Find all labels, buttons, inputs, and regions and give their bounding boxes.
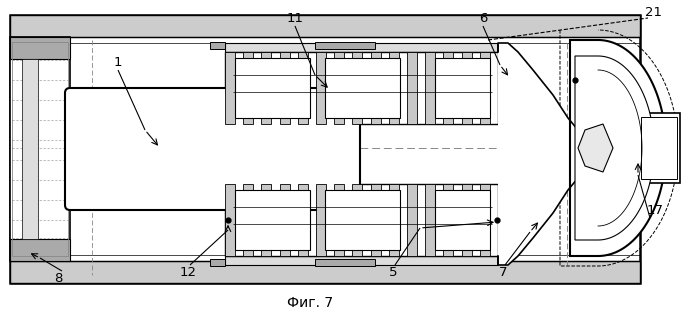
Bar — [10, 15, 640, 283]
Text: 7: 7 — [499, 265, 507, 278]
Bar — [641, 117, 677, 179]
Bar — [443, 52, 454, 124]
Bar — [407, 52, 417, 124]
Text: 5: 5 — [389, 265, 397, 278]
Bar — [480, 52, 490, 124]
Bar — [315, 42, 375, 49]
Bar — [334, 184, 344, 256]
Polygon shape — [570, 40, 666, 256]
Bar — [316, 52, 326, 124]
Polygon shape — [578, 124, 613, 172]
Bar — [10, 15, 640, 37]
Bar — [371, 52, 380, 124]
Bar — [225, 52, 235, 124]
Bar — [425, 52, 436, 124]
Bar — [235, 190, 310, 250]
Bar — [480, 184, 490, 256]
Bar — [210, 42, 225, 49]
Bar — [261, 52, 272, 124]
Bar — [243, 52, 253, 124]
Bar — [225, 43, 498, 52]
Bar — [225, 184, 235, 256]
Bar — [435, 58, 490, 118]
Text: 21: 21 — [644, 5, 662, 19]
Text: 17: 17 — [646, 204, 664, 216]
Bar — [371, 184, 380, 256]
Text: 8: 8 — [54, 272, 62, 285]
Bar — [10, 37, 70, 261]
Bar — [10, 261, 640, 283]
Text: 12: 12 — [179, 265, 197, 278]
Bar — [352, 52, 362, 124]
Bar — [10, 37, 70, 59]
Bar — [225, 184, 498, 256]
Bar — [12, 42, 68, 256]
Text: 6: 6 — [479, 11, 487, 25]
Bar — [298, 184, 308, 256]
Bar — [435, 190, 490, 250]
FancyBboxPatch shape — [65, 88, 360, 210]
Bar — [315, 259, 375, 266]
Polygon shape — [575, 56, 654, 240]
Bar — [425, 184, 436, 256]
Text: 11: 11 — [286, 11, 304, 25]
Text: Фиг. 7: Фиг. 7 — [287, 296, 333, 310]
Bar — [22, 59, 38, 239]
Bar — [225, 256, 498, 265]
Bar — [235, 58, 310, 118]
Bar — [352, 184, 362, 256]
Bar — [461, 52, 472, 124]
Polygon shape — [498, 43, 578, 265]
Bar — [280, 52, 290, 124]
Bar — [638, 113, 680, 183]
Bar — [325, 190, 400, 250]
Bar — [389, 52, 399, 124]
Bar — [261, 184, 272, 256]
Bar — [325, 58, 400, 118]
Bar — [10, 239, 70, 261]
Text: 1: 1 — [114, 56, 122, 69]
Bar — [407, 184, 417, 256]
Bar — [316, 184, 326, 256]
Bar — [334, 52, 344, 124]
Bar — [225, 52, 498, 124]
Bar — [389, 184, 399, 256]
Bar — [461, 184, 472, 256]
Bar — [243, 184, 253, 256]
Bar — [210, 259, 225, 266]
Bar — [298, 52, 308, 124]
Bar — [443, 184, 454, 256]
Bar — [280, 184, 290, 256]
